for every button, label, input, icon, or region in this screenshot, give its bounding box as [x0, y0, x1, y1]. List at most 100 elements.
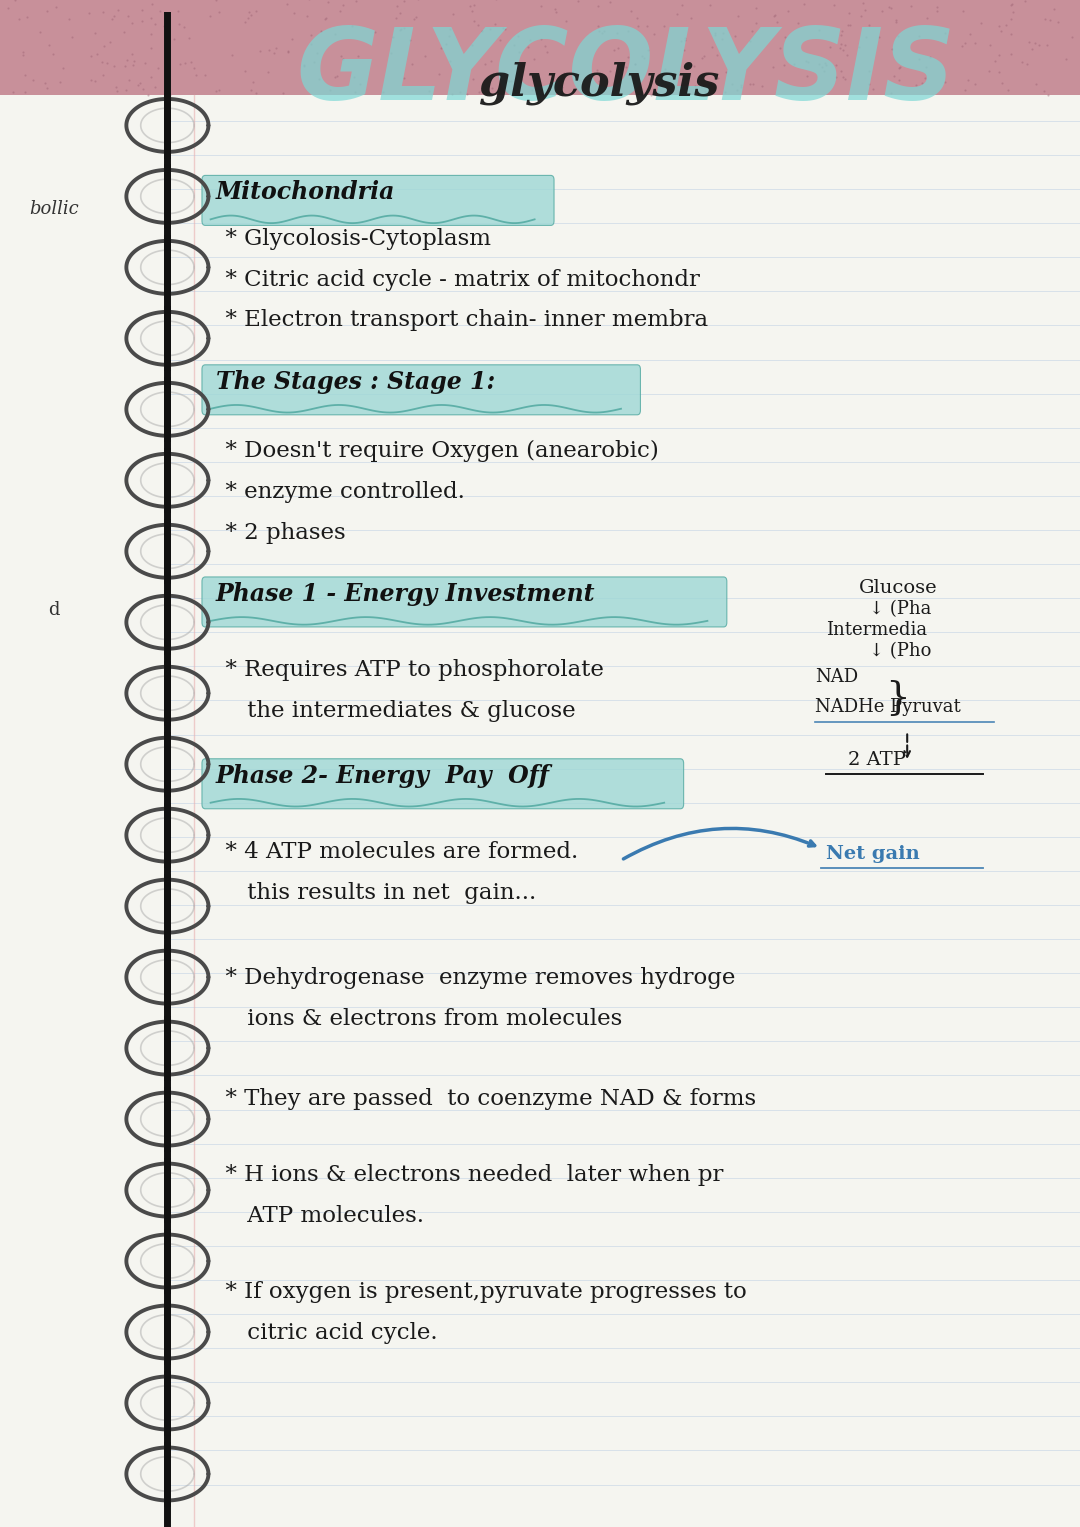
Point: [626, 52, 644, 76]
Point: [247, 81, 265, 105]
Point: [187, 63, 204, 87]
Point: [442, 17, 459, 41]
Point: [105, 53, 122, 78]
Point: [407, 5, 424, 29]
Point: [727, 24, 744, 49]
Point: [831, 35, 848, 60]
Point: [785, 52, 802, 76]
Point: [433, 37, 450, 61]
Point: [917, 66, 934, 90]
Point: [170, 0, 187, 23]
Point: [708, 43, 726, 67]
Point: [833, 18, 850, 43]
Point: [591, 69, 608, 93]
Text: NAD: NAD: [815, 667, 859, 686]
Point: [837, 32, 854, 56]
FancyBboxPatch shape: [202, 577, 727, 628]
Point: [523, 78, 540, 102]
Point: [816, 50, 834, 75]
Point: [850, 35, 867, 60]
Point: [864, 78, 881, 102]
Point: [813, 55, 831, 79]
Point: [767, 3, 784, 27]
Point: [990, 43, 1008, 67]
Point: [903, 0, 920, 18]
Point: [617, 55, 634, 79]
Point: [702, 0, 719, 17]
Point: [706, 21, 724, 46]
Text: ↓ (Pha: ↓ (Pha: [869, 600, 932, 618]
Point: [532, 0, 550, 18]
Point: [870, 24, 888, 49]
Point: [268, 35, 285, 60]
Point: [94, 63, 111, 87]
Text: 2 ATP: 2 ATP: [848, 751, 906, 770]
Point: [696, 43, 713, 67]
Point: [1004, 0, 1022, 24]
Point: [134, 0, 151, 21]
Point: [522, 27, 539, 52]
Point: [908, 73, 926, 98]
Point: [874, 0, 891, 23]
Point: [883, 37, 901, 61]
Point: [747, 11, 765, 35]
Point: [18, 5, 36, 29]
Point: [151, 0, 168, 23]
Point: [437, 32, 455, 56]
Text: Phase 1 - Energy Investment: Phase 1 - Energy Investment: [216, 582, 595, 606]
Point: [993, 18, 1010, 43]
Point: [657, 56, 674, 81]
Point: [343, 14, 361, 38]
Point: [888, 8, 905, 32]
Point: [37, 72, 54, 96]
Point: [312, 18, 329, 43]
Point: [121, 69, 138, 93]
Point: [11, 6, 28, 31]
Point: [710, 66, 727, 90]
Point: [822, 34, 839, 58]
Point: [487, 12, 504, 37]
Point: [279, 0, 296, 17]
Point: [800, 49, 818, 73]
Point: [302, 32, 320, 56]
Point: [921, 44, 939, 69]
Point: [840, 0, 858, 24]
Point: [554, 75, 571, 99]
Point: [495, 15, 512, 40]
Text: bollic: bollic: [29, 200, 79, 218]
Point: [202, 5, 219, 29]
Point: [715, 21, 732, 46]
Point: [1063, 24, 1080, 49]
Point: [417, 44, 434, 69]
Point: [243, 3, 260, 27]
Point: [565, 60, 582, 84]
Point: [89, 41, 106, 66]
Point: [1037, 6, 1054, 31]
Point: [306, 49, 323, 73]
Point: [674, 0, 691, 18]
Point: [591, 18, 608, 43]
Point: [285, 0, 302, 24]
Point: [1038, 34, 1055, 58]
Point: [728, 78, 745, 102]
Point: [25, 69, 42, 93]
Point: [180, 26, 198, 50]
Point: [403, 52, 420, 76]
Point: [252, 38, 269, 63]
Point: [465, 9, 483, 34]
Point: [557, 9, 575, 34]
Point: [789, 11, 807, 35]
Point: [64, 24, 81, 49]
Point: [130, 72, 147, 96]
Point: [815, 60, 833, 84]
Point: [345, 64, 362, 89]
Point: [511, 40, 528, 64]
Point: [334, 47, 351, 72]
Point: [777, 24, 794, 49]
Point: [274, 81, 292, 105]
Text: glycolysis: glycolysis: [480, 61, 719, 105]
Point: [619, 18, 636, 43]
Text: ATP molecules.: ATP molecules.: [211, 1205, 423, 1228]
Point: [811, 52, 828, 76]
Point: [861, 12, 878, 37]
